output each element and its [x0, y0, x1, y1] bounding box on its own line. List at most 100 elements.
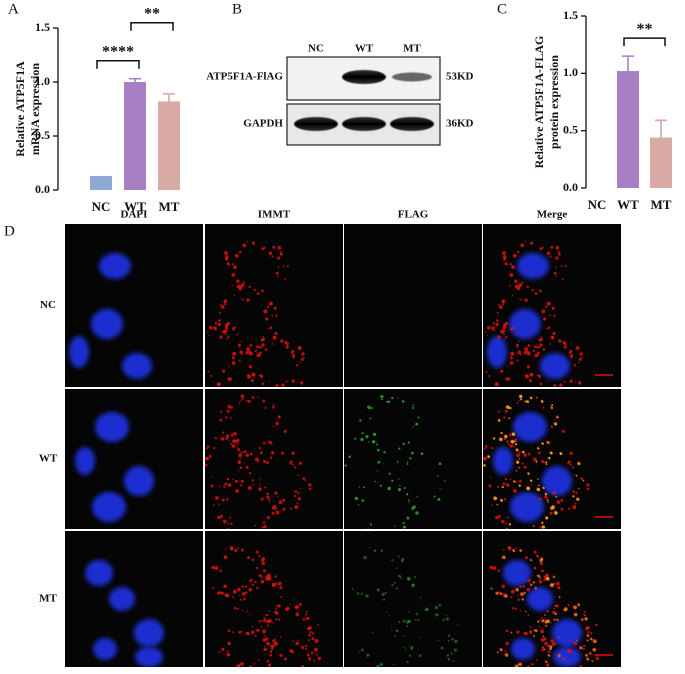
- mito-dot: [489, 566, 493, 570]
- x-tick-label: MT: [159, 199, 180, 214]
- mito-dot: [286, 346, 289, 349]
- mito-dot: [230, 546, 231, 547]
- mito-dot: [269, 654, 272, 657]
- flag-dot: [391, 397, 393, 399]
- mito-dot: [562, 657, 565, 660]
- flag-dot: [387, 400, 390, 403]
- flag-dot: [375, 441, 376, 442]
- mito-dot: [232, 352, 236, 356]
- mito-dot: [249, 286, 251, 288]
- mito-dot: [504, 338, 505, 339]
- row-label: NC: [40, 299, 56, 311]
- mito-dot: [539, 626, 540, 627]
- mito-dot: [540, 630, 544, 634]
- flag-dot: [537, 488, 540, 491]
- mito-dot: [257, 567, 259, 569]
- flag-dot: [365, 550, 366, 551]
- flag-dot: [497, 652, 499, 654]
- mito-dot: [301, 358, 304, 361]
- mito-dot: [217, 383, 221, 387]
- mito-dot: [540, 562, 543, 565]
- flag-dot: [396, 629, 399, 632]
- mito-dot: [243, 281, 245, 283]
- mito-dot: [519, 283, 522, 286]
- mito-dot: [263, 619, 266, 622]
- mito-dot: [246, 466, 249, 469]
- flag-dot: [394, 635, 396, 637]
- mito-dot: [505, 650, 507, 652]
- flag-dot: [380, 395, 383, 398]
- mito-dot: [267, 463, 269, 465]
- mito-dot: [303, 357, 305, 359]
- flag-dot: [451, 638, 454, 641]
- mito-dot: [503, 416, 505, 418]
- mito-dot: [510, 361, 514, 365]
- flag-dot: [560, 452, 563, 455]
- mito-dot: [543, 462, 545, 464]
- mito-dot: [275, 618, 277, 620]
- mito-dot: [261, 247, 264, 250]
- mito-dot: [520, 299, 522, 301]
- mito-dot: [261, 577, 263, 579]
- flag-dot: [439, 462, 442, 465]
- micrograph: [205, 531, 343, 669]
- mito-dot: [572, 490, 575, 493]
- mito-dot: [227, 410, 230, 413]
- flag-dot: [558, 654, 561, 657]
- mito-dot: [499, 305, 503, 309]
- flag-dot: [516, 461, 519, 464]
- mito-dot: [272, 405, 274, 407]
- mito-dot: [565, 265, 567, 267]
- flag-dot: [361, 648, 364, 651]
- mito-dot: [305, 614, 306, 615]
- mito-dot: [517, 251, 519, 253]
- mito-dot: [541, 309, 545, 313]
- flag-dot: [394, 582, 396, 584]
- mito-dot: [553, 315, 555, 317]
- flag-dot: [587, 635, 589, 637]
- mito-dot: [241, 394, 245, 398]
- mito-dot: [275, 582, 278, 585]
- flag-dot: [584, 615, 585, 616]
- flag-dot: [383, 598, 385, 600]
- mito-dot: [559, 383, 562, 386]
- y-tick-label: 1.5: [35, 20, 50, 34]
- mito-dot: [299, 462, 302, 465]
- mito-dot: [240, 599, 242, 601]
- mito-dot: [284, 657, 287, 660]
- flag-dot: [381, 549, 384, 552]
- mito-dot: [207, 445, 210, 448]
- y-tick-label: 1.5: [563, 8, 578, 22]
- mito-dot: [261, 527, 263, 529]
- mito-dot: [266, 614, 268, 616]
- nucleus: [542, 466, 572, 496]
- flag-dot: [385, 592, 387, 594]
- significance-label: ****: [102, 43, 134, 60]
- mito-dot: [253, 663, 255, 665]
- flag-dot: [528, 473, 530, 475]
- mito-dot: [273, 404, 275, 406]
- column-label: Merge: [537, 209, 568, 221]
- mito-dot: [261, 580, 264, 583]
- flag-dot: [576, 640, 577, 641]
- mito-dot: [222, 431, 224, 433]
- micrograph: [344, 224, 482, 387]
- mito-dot: [525, 374, 528, 377]
- lane-label: WT: [355, 43, 374, 55]
- mito-dot: [548, 650, 551, 653]
- mito-dot: [570, 641, 572, 643]
- flag-dot: [551, 426, 552, 427]
- flag-dot: [500, 499, 503, 502]
- mito-dot: [305, 645, 307, 647]
- mito-dot: [271, 647, 274, 650]
- mito-dot: [539, 580, 542, 583]
- mito-dot: [498, 304, 500, 306]
- mito-dot: [538, 451, 541, 454]
- mito-dot: [503, 324, 507, 328]
- mito-dot: [550, 405, 552, 407]
- flag-dot: [450, 652, 452, 654]
- mito-dot: [497, 335, 500, 338]
- flag-dot: [596, 624, 598, 626]
- flag-dot: [391, 480, 393, 482]
- flag-dot: [512, 433, 515, 436]
